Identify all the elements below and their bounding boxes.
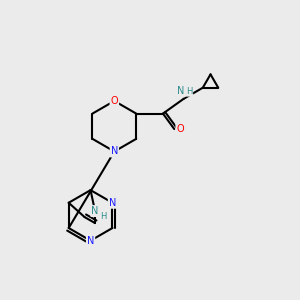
Text: O: O (110, 96, 118, 106)
Text: N: N (87, 236, 94, 246)
Text: N: N (91, 206, 99, 216)
Text: N: N (109, 198, 116, 208)
Text: N: N (111, 146, 118, 157)
Text: H: H (186, 87, 192, 96)
Text: O: O (176, 124, 184, 134)
Text: H: H (100, 212, 106, 221)
Text: N: N (177, 86, 184, 96)
